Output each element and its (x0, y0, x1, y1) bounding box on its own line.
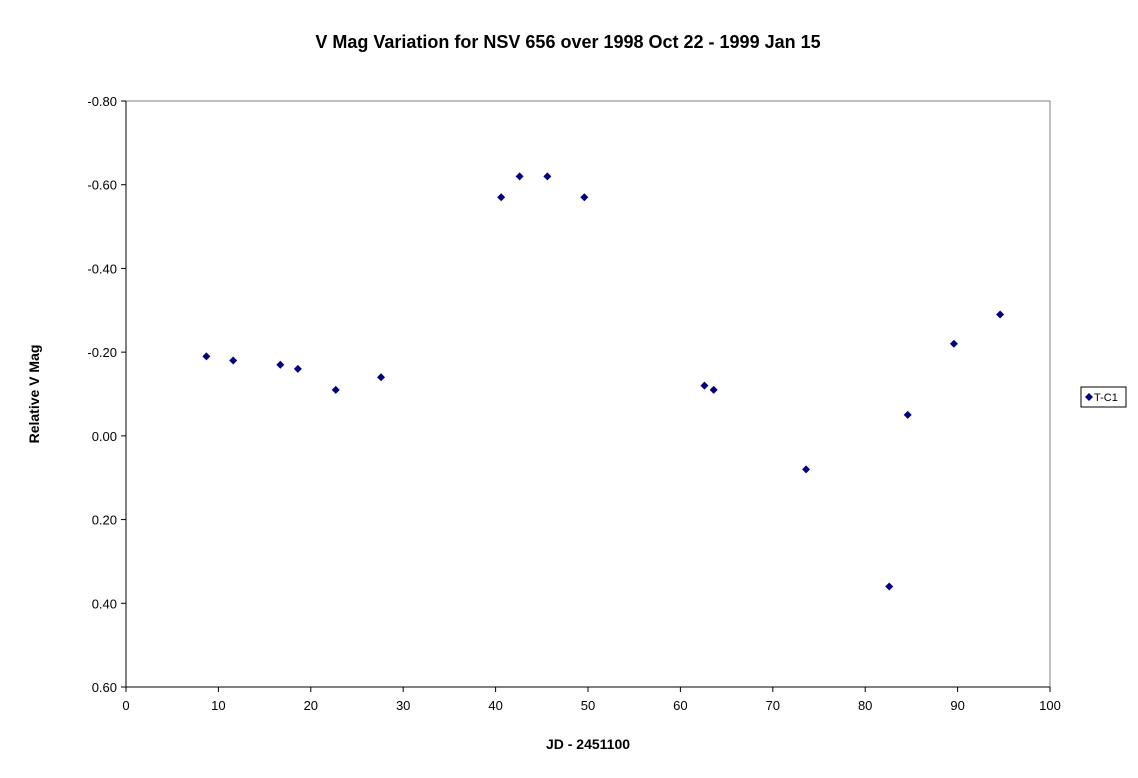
x-tick-label: 10 (211, 698, 225, 713)
data-point (885, 582, 894, 591)
data-point (202, 352, 211, 361)
data-point (276, 360, 285, 369)
data-points (202, 172, 1005, 591)
data-point (331, 385, 340, 394)
x-tick-label: 60 (673, 698, 687, 713)
x-axis-title: JD - 2451100 (546, 736, 630, 752)
data-point (293, 364, 302, 373)
x-tick-label: 0 (122, 698, 129, 713)
x-tick-label: 40 (488, 698, 502, 713)
y-tick-label: -0.60 (87, 178, 117, 193)
data-point (802, 465, 811, 474)
data-point (996, 310, 1005, 319)
x-tick-label: 30 (396, 698, 410, 713)
data-point (497, 193, 506, 202)
data-point (515, 172, 524, 181)
y-tick-label: 0.60 (92, 680, 117, 695)
plot-area (125, 100, 1051, 688)
x-tick-label: 90 (950, 698, 964, 713)
data-point (709, 385, 718, 394)
data-point (377, 373, 386, 382)
data-point (580, 193, 589, 202)
y-tick-label: 0.20 (92, 513, 117, 528)
data-point (700, 381, 709, 390)
x-tick-label: 70 (766, 698, 780, 713)
legend-label: T-C1 (1094, 392, 1118, 404)
data-point (949, 339, 958, 348)
y-axis: -0.80 -0.60 -0.40 -0.20 0.00 0.20 0.40 0.60 (87, 94, 127, 695)
legend-marker-diamond-icon (1085, 393, 1093, 401)
data-point (543, 172, 552, 181)
x-axis: 0 10 20 30 40 50 60 70 80 90 100 (122, 686, 1061, 713)
y-axis-title: Relative V Mag (26, 345, 42, 444)
y-tick-label: -0.40 (87, 261, 117, 276)
x-tick-label: 20 (304, 698, 318, 713)
legend: T-C1 (1080, 386, 1127, 408)
y-tick-label: -0.80 (87, 94, 117, 109)
legend-box (1080, 386, 1127, 408)
y-tick-label: 0.40 (92, 596, 117, 611)
x-tick-label: 80 (858, 698, 872, 713)
data-point (229, 356, 238, 365)
chart-title: V Mag Variation for NSV 656 over 1998 Oc… (315, 32, 820, 52)
data-point (903, 410, 912, 419)
y-tick-label: -0.20 (87, 345, 117, 360)
x-tick-label: 100 (1039, 698, 1061, 713)
y-tick-label: 0.00 (92, 429, 117, 444)
x-tick-label: 50 (581, 698, 595, 713)
